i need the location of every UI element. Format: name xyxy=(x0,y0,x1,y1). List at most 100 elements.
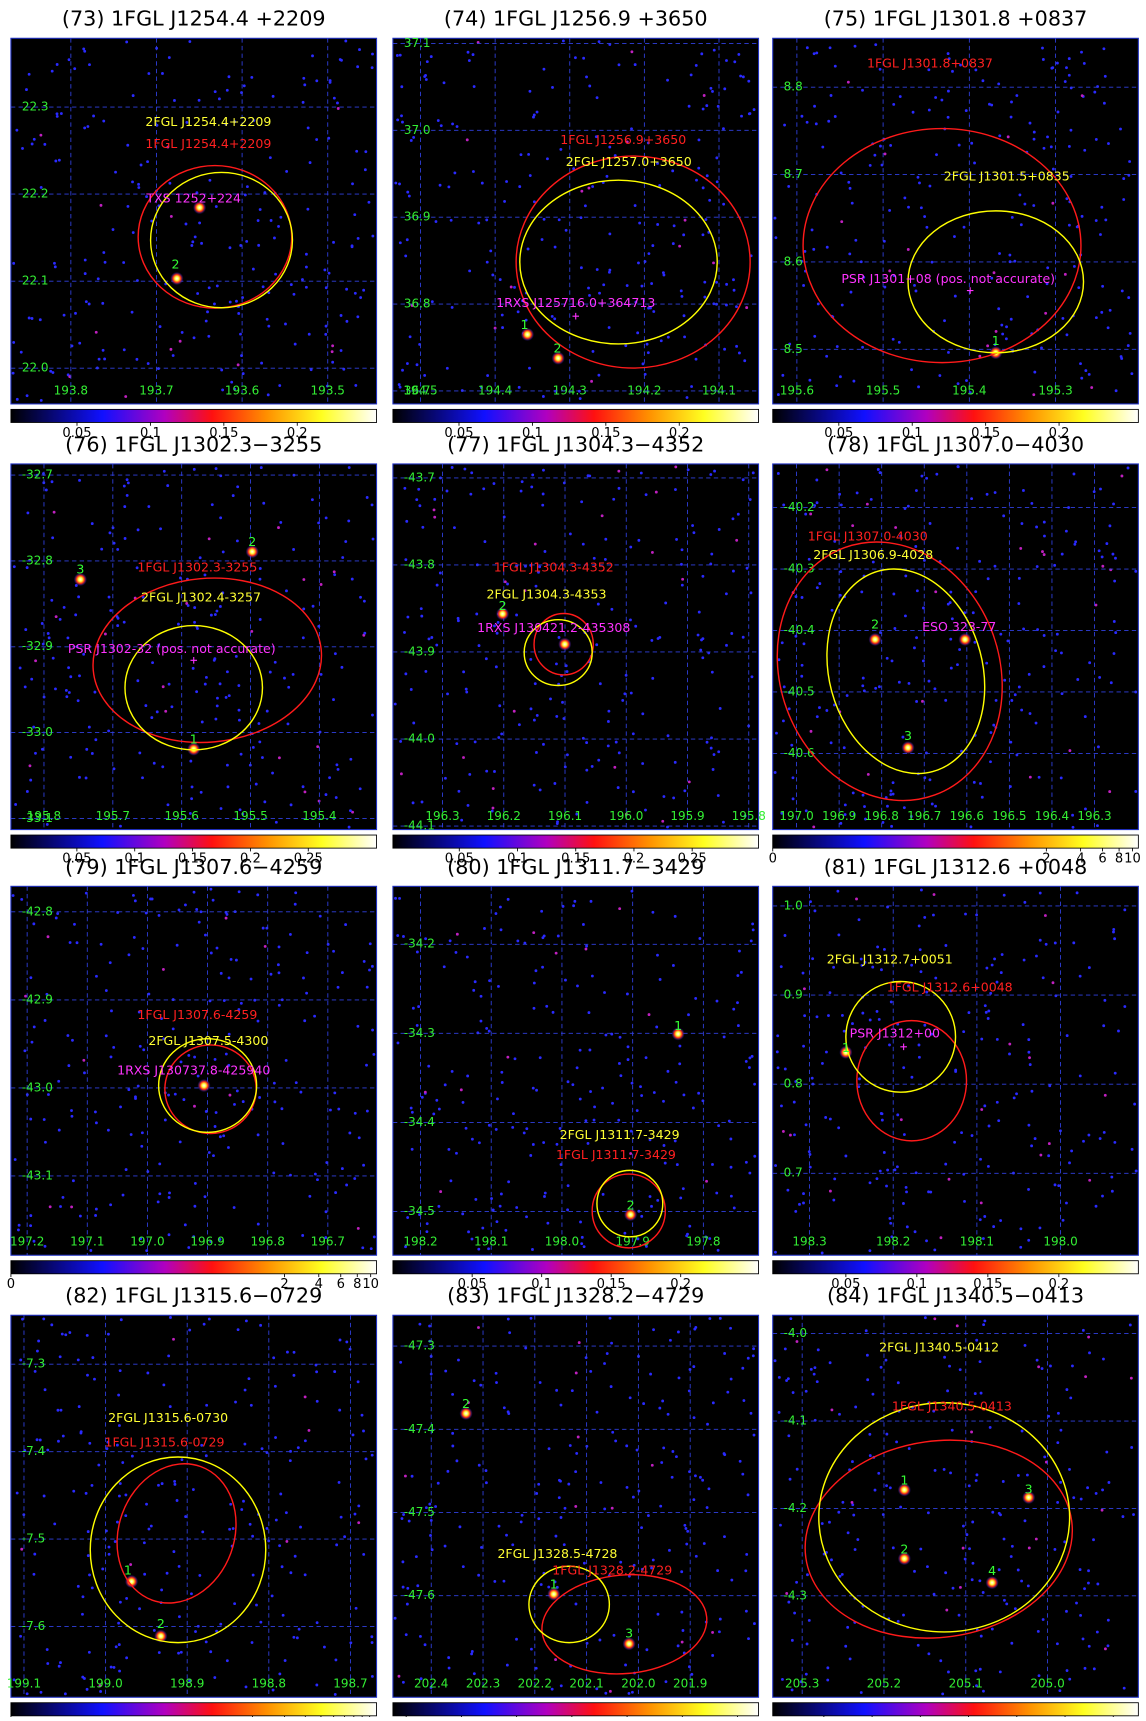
photon-dot xyxy=(542,493,545,496)
photon-dot xyxy=(1035,955,1038,958)
photon-dot xyxy=(601,1087,604,1090)
photon-dot xyxy=(354,1513,357,1516)
photon-dot xyxy=(208,537,211,540)
photon-dot xyxy=(575,1603,578,1606)
photon-dot xyxy=(240,354,243,357)
photon-dot xyxy=(621,699,624,702)
photon-dot xyxy=(1095,1205,1098,1208)
photon-dot xyxy=(302,77,305,80)
photon-dot xyxy=(1023,959,1026,962)
photon-dot xyxy=(674,488,677,491)
photon-dot xyxy=(1104,75,1107,78)
source-glow xyxy=(197,1079,210,1092)
source-label: 1RXS J130421.2-435308 xyxy=(477,620,630,635)
photon-dot xyxy=(137,1085,140,1088)
photon-dot xyxy=(1093,1667,1096,1670)
photon-dot xyxy=(504,1229,507,1232)
photon-dot xyxy=(640,1094,643,1097)
photon-dot xyxy=(58,159,61,162)
photon-dot xyxy=(580,500,583,503)
photon-dot xyxy=(511,1126,514,1129)
x-tick-label: 195.5 xyxy=(233,809,267,823)
photon-dot xyxy=(702,108,705,111)
photon-dot xyxy=(477,1326,480,1329)
photon-dot xyxy=(169,1405,172,1408)
photon-dot xyxy=(782,719,785,722)
photon-dot xyxy=(34,752,37,755)
photon-dot xyxy=(71,1115,74,1118)
photon-dot xyxy=(956,663,959,666)
photon-dot xyxy=(866,503,869,506)
photon-dot xyxy=(684,1527,687,1530)
photon-dot xyxy=(167,1354,170,1357)
photon-dot xyxy=(225,1053,228,1056)
photon-dot xyxy=(46,1648,49,1651)
photon-dot xyxy=(1010,318,1013,321)
photon-dot xyxy=(885,1185,888,1188)
photon-dot xyxy=(927,1652,930,1655)
photon-dot xyxy=(985,1011,988,1014)
photon-dot xyxy=(295,1081,298,1084)
photon-dot xyxy=(50,599,53,602)
photon-dot xyxy=(624,344,627,347)
photon-dot xyxy=(304,1439,307,1442)
photon-dot xyxy=(179,1140,182,1143)
y-tick-label: -34.3 xyxy=(404,1026,435,1040)
photon-dot xyxy=(1044,914,1047,917)
photon-dot xyxy=(981,796,984,799)
photon-dot xyxy=(86,125,89,128)
photon-dot xyxy=(555,662,558,665)
photon-dot xyxy=(365,1064,368,1067)
photon-dot xyxy=(190,797,193,800)
source-label: 3 xyxy=(625,1625,633,1640)
photon-dot xyxy=(841,1573,844,1576)
photon-dot xyxy=(278,1544,281,1547)
photon-dot xyxy=(558,1479,561,1482)
photon-dot xyxy=(312,605,315,608)
photon-dot xyxy=(451,306,454,309)
photon-dot xyxy=(1053,564,1056,567)
colorbar xyxy=(393,1703,759,1716)
photon-dot xyxy=(1131,1148,1134,1151)
photon-dot xyxy=(506,583,509,586)
panel-title: (82) 1FGL J1315.6−0729 xyxy=(65,1284,322,1308)
photon-dot xyxy=(916,589,919,592)
photon-dot xyxy=(999,1670,1002,1673)
photon-dot xyxy=(423,374,426,377)
photon-dot xyxy=(51,70,54,73)
photon-dot xyxy=(483,927,486,930)
y-tick-label: -40.5 xyxy=(784,684,815,698)
photon-dot xyxy=(406,191,409,194)
photon-dot xyxy=(505,1534,508,1537)
photon-dot xyxy=(482,487,485,490)
photon-dot xyxy=(1103,102,1106,105)
photon-dot xyxy=(371,965,374,968)
photon-dot xyxy=(575,1452,578,1455)
photon-dot xyxy=(507,898,510,901)
source-glow xyxy=(558,638,571,651)
photon-dot xyxy=(347,519,350,522)
photon-dot xyxy=(273,237,276,240)
photon-dot xyxy=(302,977,305,980)
photon-dot xyxy=(652,310,655,313)
photon-dot xyxy=(237,363,240,366)
photon-dot xyxy=(1114,557,1117,560)
photon-dot xyxy=(245,240,248,243)
photon-dot xyxy=(148,1528,151,1531)
photon-dot xyxy=(131,180,134,183)
photon-dot xyxy=(860,1691,863,1694)
x-tick-label: 193.8 xyxy=(54,383,88,397)
photon-dot xyxy=(78,479,81,482)
photon-dot xyxy=(262,927,265,930)
photon-dot xyxy=(271,772,274,775)
panel: (81) 1FGL J1312.6 +0048198.3198.2198.119… xyxy=(773,855,1139,1292)
photon-dot xyxy=(879,1170,882,1173)
photon-dot xyxy=(352,1433,355,1436)
source-label: 2 xyxy=(499,598,507,613)
photon-dot xyxy=(810,730,813,733)
photon-dot xyxy=(895,1440,898,1443)
photon-dot xyxy=(131,311,134,314)
photon-dot xyxy=(488,1030,491,1033)
photon-dot xyxy=(460,1088,463,1091)
photon-dot xyxy=(997,307,1000,310)
